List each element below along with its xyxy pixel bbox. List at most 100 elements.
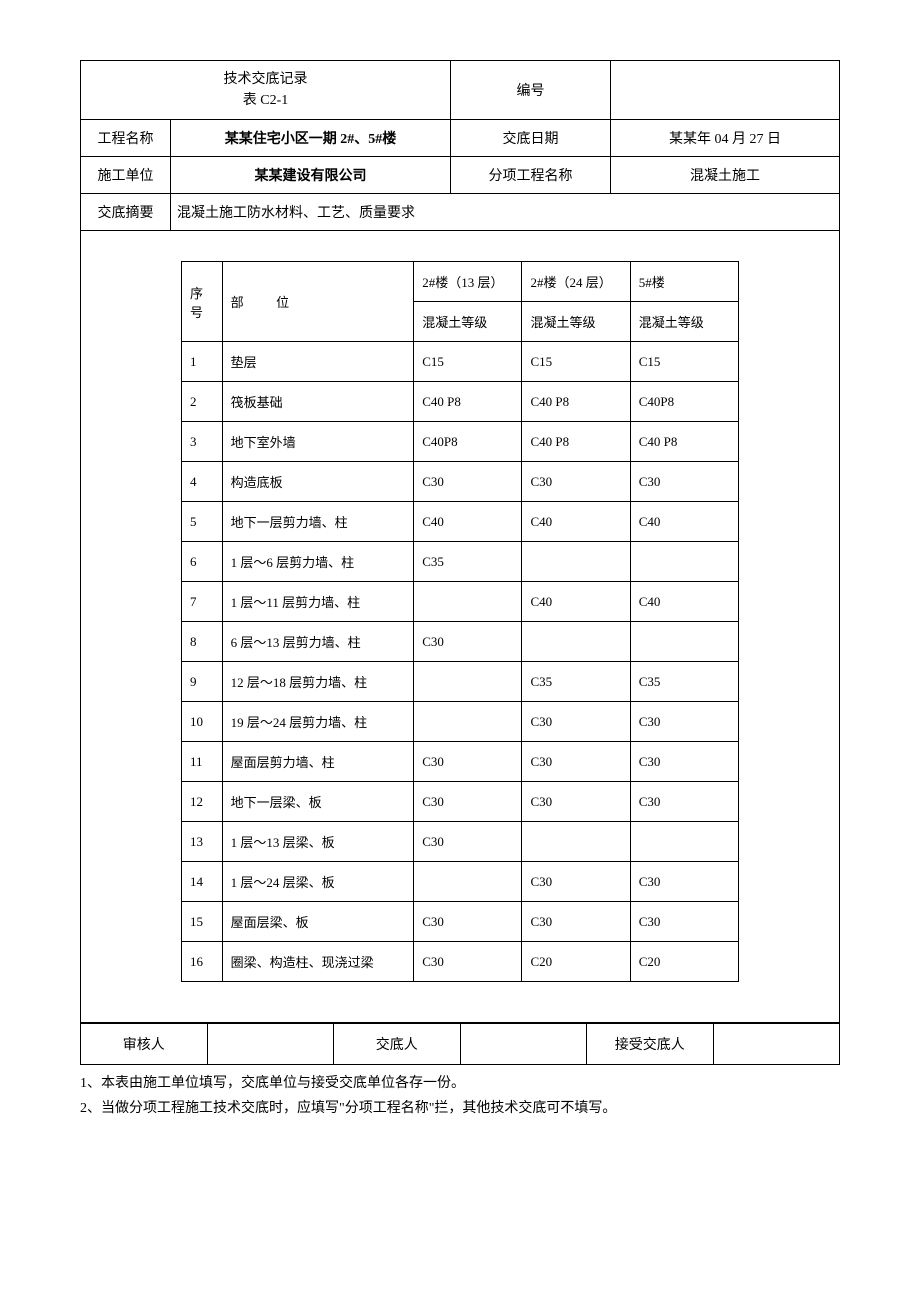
header-table: 技术交底记录 表 C2-1 编号 工程名称 某某住宅小区一期 2#、5#楼 交底…: [80, 60, 840, 231]
number-label: 编号: [451, 61, 611, 120]
grade-table: 序号 部位 2#楼（13 层） 2#楼（24 层） 5#楼 混凝土等级 混凝土等…: [181, 261, 739, 982]
grade-cell-2: C30: [522, 742, 630, 782]
pos-cell: 1 层～24 层梁、板: [222, 862, 414, 902]
grade-cell-2: [522, 542, 630, 582]
table-row: 5地下一层剪力墙、柱C40C40C40: [182, 502, 739, 542]
pos-cell: 屋面层剪力墙、柱: [222, 742, 414, 782]
grade-cell-2: C40: [522, 502, 630, 542]
table-row: 141 层～24 层梁、板C30C30: [182, 862, 739, 902]
grade-cell-2: C40: [522, 582, 630, 622]
grade-cell-3: C15: [630, 342, 738, 382]
seq-cell: 16: [182, 942, 223, 982]
grade-cell-1: C40P8: [414, 422, 522, 462]
table-row: 1垫层C15C15C15: [182, 342, 739, 382]
grade-cell-1: [414, 582, 522, 622]
receiver-label: 接受交底人: [587, 1024, 714, 1065]
seq-cell: 4: [182, 462, 223, 502]
pos-cell: 筏板基础: [222, 382, 414, 422]
seq-cell: 12: [182, 782, 223, 822]
table-row: 11屋面层剪力墙、柱C30C30C30: [182, 742, 739, 782]
seq-cell: 3: [182, 422, 223, 462]
grade-cell-3: C30: [630, 742, 738, 782]
grade-cell-3: C30: [630, 902, 738, 942]
col1-top: 2#楼（13 层）: [414, 262, 522, 302]
date-value: 某某年 04 月 27 日: [611, 120, 840, 157]
pos-cell: 19 层～24 层剪力墙、柱: [222, 702, 414, 742]
seq-cell: 15: [182, 902, 223, 942]
summary-value: 混凝土施工防水材料、工艺、质量要求: [171, 194, 840, 231]
grade-cell-3: [630, 822, 738, 862]
grade-cell-2: C40 P8: [522, 382, 630, 422]
pos-cell: 地下一层剪力墙、柱: [222, 502, 414, 542]
table-row: 912 层～18 层剪力墙、柱 C35C35: [182, 662, 739, 702]
grade-cell-2: [522, 622, 630, 662]
pos-cell: 1 层～11 层剪力墙、柱: [222, 582, 414, 622]
pos-cell: 1 层～6 层剪力墙、柱: [222, 542, 414, 582]
project-name-value: 某某住宅小区一期 2#、5#楼: [171, 120, 451, 157]
table-row: 131 层～13 层梁、板C30: [182, 822, 739, 862]
table-row: 86 层～13 层剪力墙、柱C30: [182, 622, 739, 662]
subproject-value: 混凝土施工: [611, 157, 840, 194]
pos-cell: 地下一层梁、板: [222, 782, 414, 822]
grade-cell-1: C30: [414, 622, 522, 662]
pos-cell: 屋面层梁、板: [222, 902, 414, 942]
grade-cell-2: C30: [522, 782, 630, 822]
seq-cell: 5: [182, 502, 223, 542]
grade-cell-1: [414, 862, 522, 902]
grade-cell-3: C35: [630, 662, 738, 702]
pos-header: 部位: [222, 262, 414, 342]
unit-value: 某某建设有限公司: [171, 157, 451, 194]
seq-cell: 2: [182, 382, 223, 422]
seq-cell: 1: [182, 342, 223, 382]
seq-cell: 8: [182, 622, 223, 662]
table-row: 15屋面层梁、板C30C30C30: [182, 902, 739, 942]
seq-cell: 14: [182, 862, 223, 902]
seq-cell: 7: [182, 582, 223, 622]
reviewer-value: [207, 1024, 334, 1065]
pos-cell: 地下室外墙: [222, 422, 414, 462]
date-label: 交底日期: [451, 120, 611, 157]
seq-header: 序号: [182, 262, 223, 342]
grade-cell-1: [414, 662, 522, 702]
grade-cell-1: C30: [414, 782, 522, 822]
title-line2: 表 C2-1: [87, 90, 444, 111]
note-1: 1、本表由施工单位填写，交底单位与接受交底单位各存一份。: [80, 1071, 840, 1096]
grade-cell-3: C40 P8: [630, 422, 738, 462]
grade-cell-1: C30: [414, 462, 522, 502]
notes: 1、本表由施工单位填写，交底单位与接受交底单位各存一份。 2、当做分项工程施工技…: [80, 1071, 840, 1121]
number-value: [611, 61, 840, 120]
col3-grade-label: 混凝土等级: [630, 302, 738, 342]
reviewer-label: 审核人: [81, 1024, 208, 1065]
seq-cell: 9: [182, 662, 223, 702]
title-line1: 技术交底记录: [87, 69, 444, 90]
grade-cell-2: C30: [522, 462, 630, 502]
presenter-value: [460, 1024, 587, 1065]
grade-cell-3: C30: [630, 462, 738, 502]
table-row: 1019 层～24 层剪力墙、柱C30C30: [182, 702, 739, 742]
footer-table: 审核人 交底人 接受交底人: [80, 1023, 840, 1065]
grade-cell-3: C30: [630, 702, 738, 742]
grade-cell-2: C30: [522, 702, 630, 742]
subproject-label: 分项工程名称: [451, 157, 611, 194]
table-row: 16圈梁、构造柱、现浇过梁C30C20C20: [182, 942, 739, 982]
grade-cell-1: C15: [414, 342, 522, 382]
title-cell: 技术交底记录 表 C2-1: [81, 61, 451, 120]
grade-cell-1: C35: [414, 542, 522, 582]
grade-cell-3: C40: [630, 502, 738, 542]
grade-cell-3: [630, 622, 738, 662]
project-name-label: 工程名称: [81, 120, 171, 157]
presenter-label: 交底人: [334, 1024, 461, 1065]
grade-cell-2: C35: [522, 662, 630, 702]
grade-cell-1: C30: [414, 742, 522, 782]
grade-cell-3: C30: [630, 782, 738, 822]
grade-cell-3: C30: [630, 862, 738, 902]
seq-cell: 13: [182, 822, 223, 862]
pos-cell: 12 层～18 层剪力墙、柱: [222, 662, 414, 702]
table-row: 3地下室外墙C40P8C40 P8C40 P8: [182, 422, 739, 462]
grade-cell-3: C20: [630, 942, 738, 982]
table-row: 71 层～11 层剪力墙、柱C40C40: [182, 582, 739, 622]
seq-cell: 11: [182, 742, 223, 782]
grade-cell-2: C15: [522, 342, 630, 382]
content-area: 序号 部位 2#楼（13 层） 2#楼（24 层） 5#楼 混凝土等级 混凝土等…: [80, 231, 840, 1023]
grade-cell-1: C30: [414, 942, 522, 982]
